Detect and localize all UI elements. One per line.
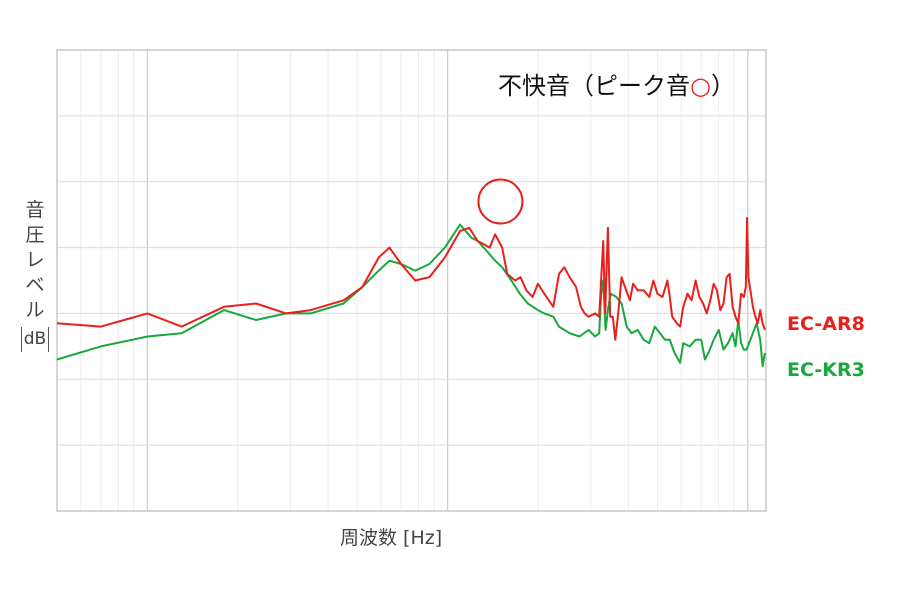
y-label-char: レ: [25, 249, 45, 271]
x-axis-label: 周波数 [Hz]: [340, 527, 443, 549]
y-label-char: 音: [25, 199, 45, 221]
series-line-ec-kr3: [56, 223, 766, 368]
annotation-close: ）: [710, 72, 735, 100]
plot-frame: [56, 49, 767, 512]
grid: [56, 49, 767, 512]
peak-marker: [477, 178, 524, 225]
y-label-char: ベ: [25, 274, 45, 296]
legend-series-1: EC-AR8: [787, 313, 865, 335]
annotation-circle-symbol: ○: [690, 72, 711, 100]
annotation-text: 不快音（ピーク音: [498, 72, 690, 100]
series-line-ec-ar8: [56, 216, 766, 341]
y-label-char: 圧: [25, 224, 45, 246]
y-axis-label: 音 圧 レ ベ ル dB: [20, 198, 50, 352]
peak-annotation: 不快音（ピーク音○）: [498, 66, 735, 101]
y-label-unit: dB: [20, 327, 50, 352]
y-label-char: ル: [25, 299, 45, 321]
peak-marker-circle: [477, 178, 524, 225]
legend-series-2: EC-KR3: [787, 359, 865, 381]
series-lines: [56, 216, 766, 368]
